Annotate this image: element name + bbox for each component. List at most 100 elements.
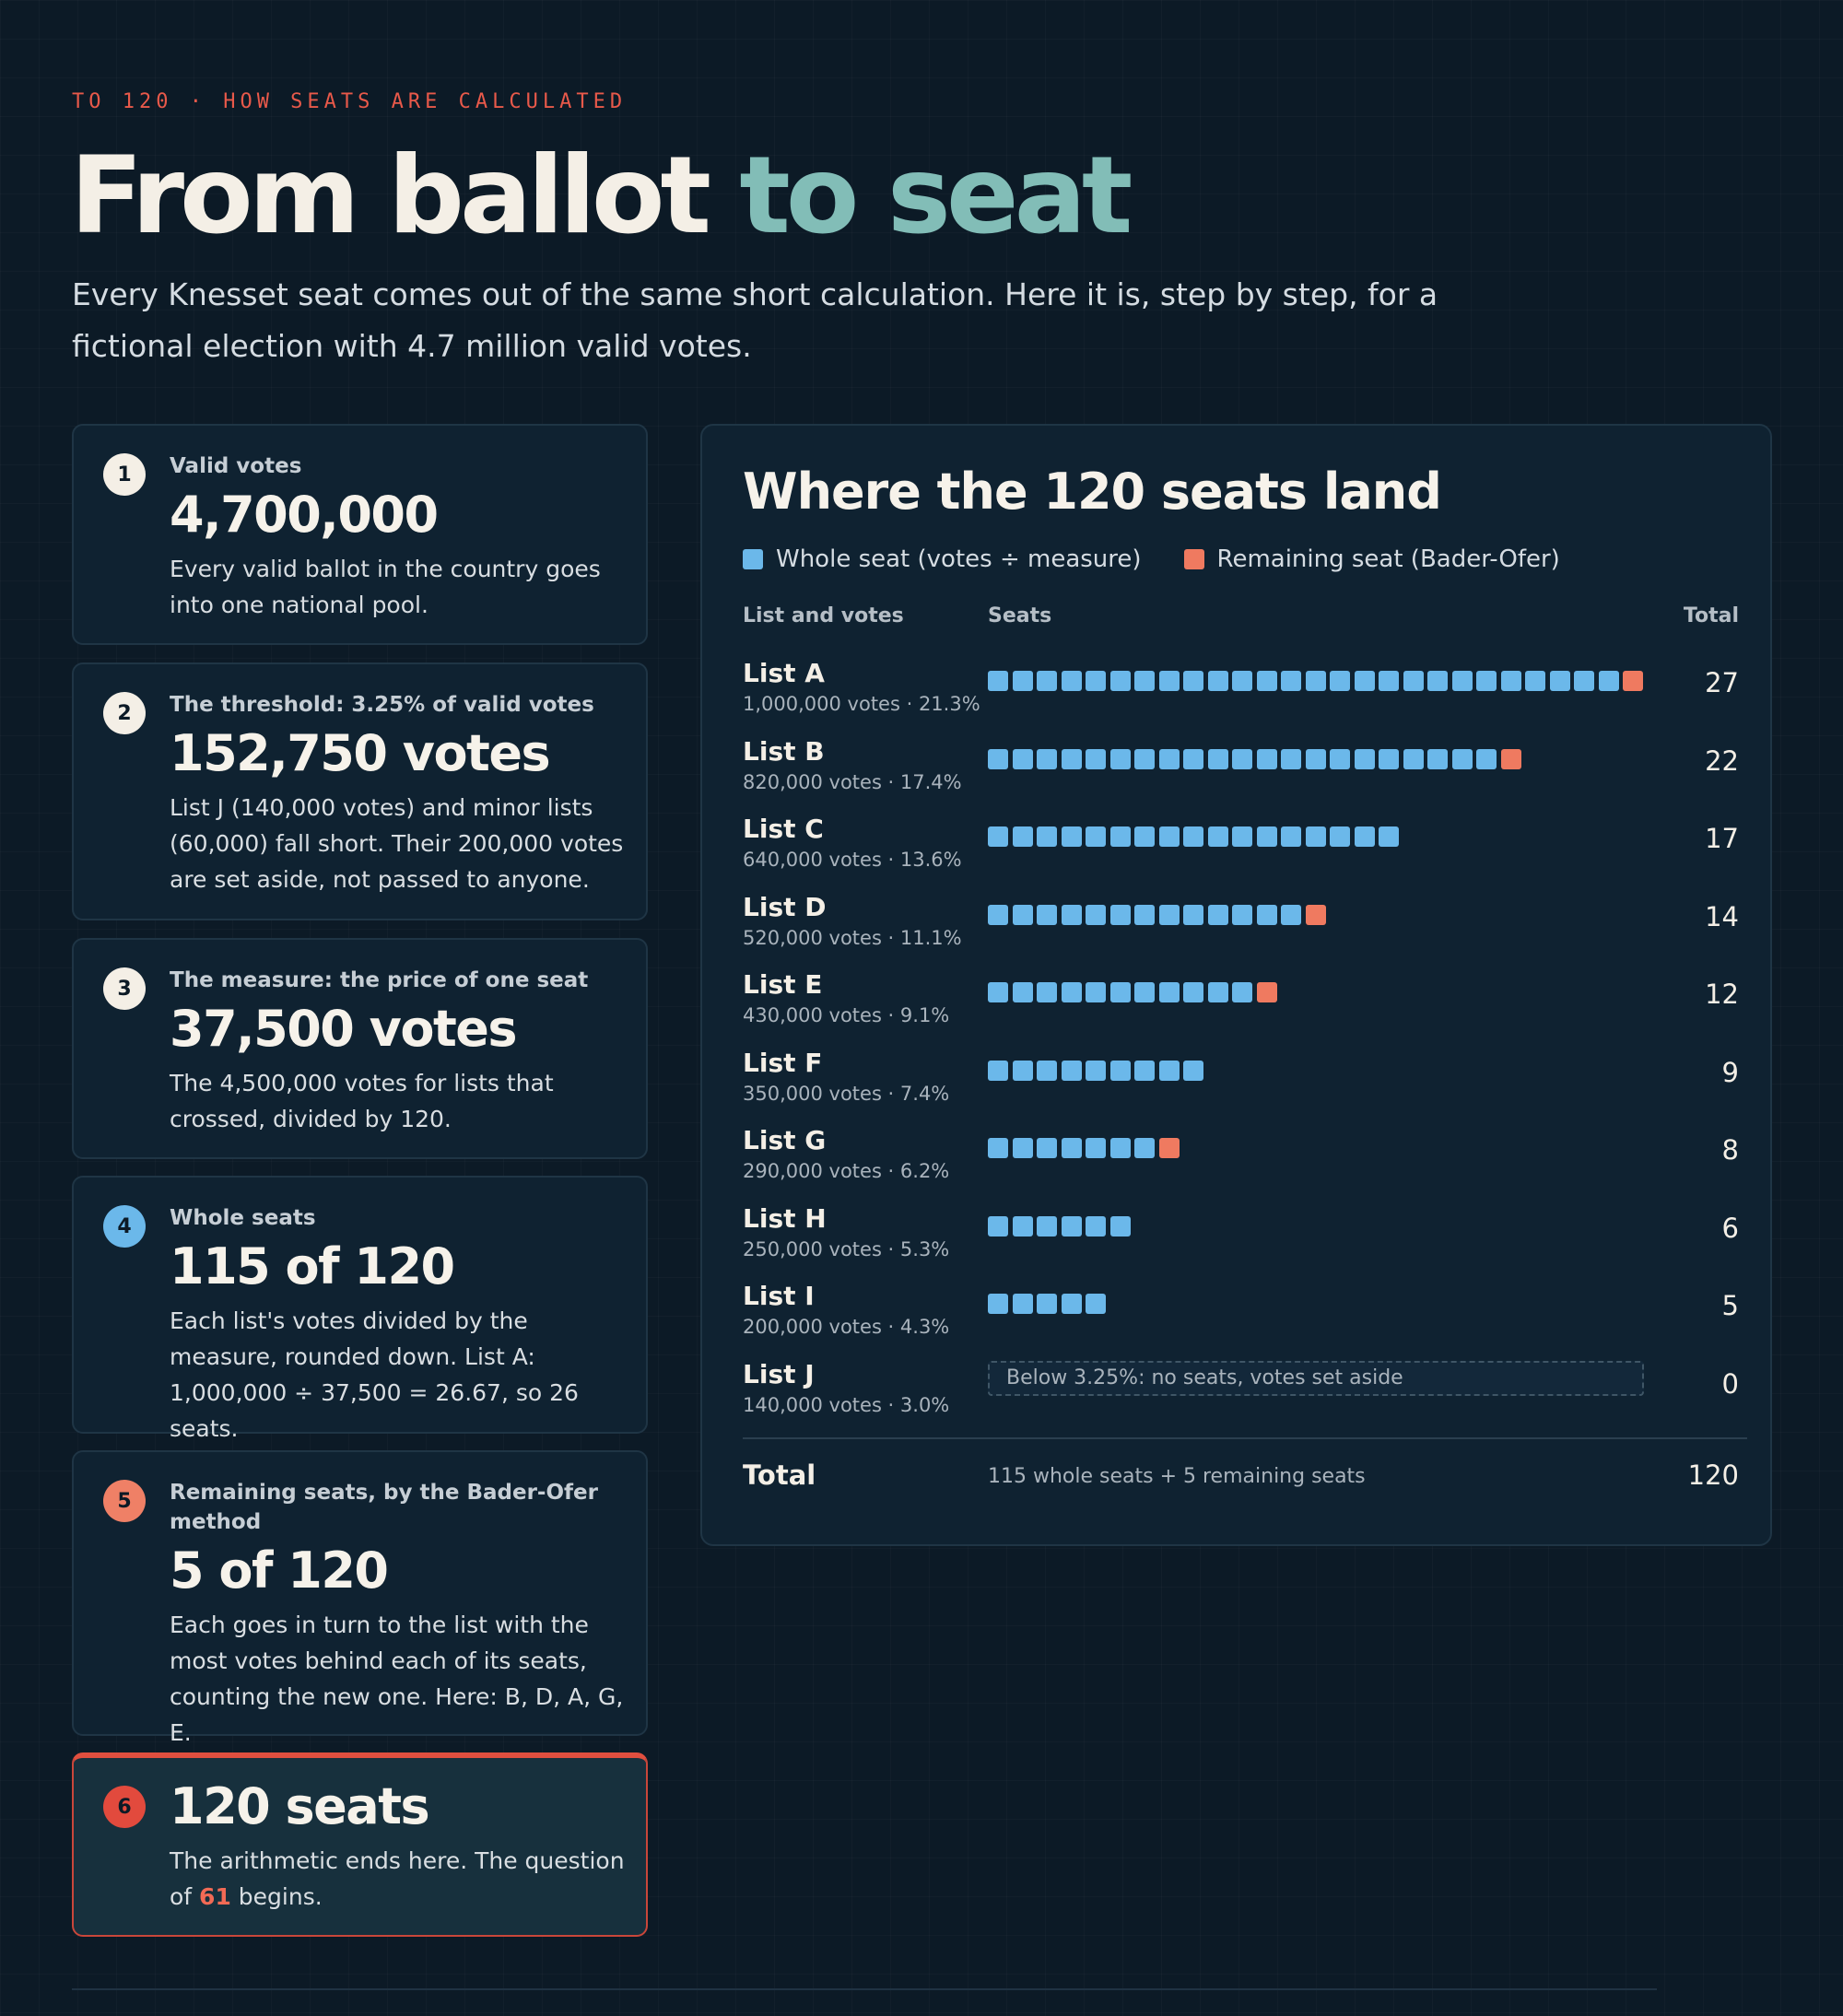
list-name: List E: [743, 969, 823, 1000]
list-total: 8: [1721, 1134, 1739, 1166]
title-main: From ballot: [70, 134, 740, 258]
step-number-6: 6: [103, 1786, 146, 1828]
whole-seat-block: [1061, 904, 1082, 925]
step-value: 120 seats: [170, 1777, 430, 1835]
list-votes: 520,000 votes · 11.1%: [743, 926, 962, 949]
step-value: 4,700,000: [170, 486, 439, 544]
list-name: List H: [743, 1202, 827, 1234]
whole-seat-block: [1134, 1060, 1155, 1081]
seat-chart-panel: Where the 120 seats land Whole seat (vot…: [700, 424, 1772, 1546]
whole-seat-block: [988, 748, 1008, 769]
step-number-5: 5: [103, 1480, 146, 1522]
whole-seat-block: [1330, 671, 1350, 691]
whole-seat-block: [1037, 1294, 1057, 1314]
whole-seat-block: [1061, 671, 1082, 691]
list-name: List A: [743, 658, 825, 688]
seat-blocks: [988, 904, 1651, 925]
whole-seat-block: [1183, 826, 1203, 847]
list-name: List D: [743, 891, 827, 922]
step-label: The threshold: 3.25% of valid votes: [170, 693, 594, 717]
step-card-2: 2 The threshold: 3.25% of valid votes 15…: [72, 662, 648, 920]
whole-seat-block: [1061, 1215, 1082, 1237]
whole-seat-block: [1158, 1060, 1180, 1081]
step-description: The arithmetic ends here. The question o…: [170, 1843, 630, 1915]
whole-seat-block: [1183, 904, 1203, 925]
whole-seat-block: [1134, 671, 1155, 691]
column-header-seats: Seats: [988, 604, 1052, 627]
whole-seat-block: [1232, 826, 1252, 847]
whole-seat-block: [1134, 1138, 1155, 1158]
whole-seat-block: [988, 671, 1008, 691]
seat-blocks: [988, 1138, 1651, 1158]
whole-seat-block: [1183, 748, 1203, 769]
whole-seat-block: [1354, 671, 1375, 691]
chart-row: List F 350,000 votes · 7.4% 9: [702, 1048, 1770, 1125]
chart-row: List J 140,000 votes · 3.0% Below 3.25%: n…: [702, 1359, 1770, 1436]
step-label: Remaining seats, by the Bader-Ofer metho…: [170, 1481, 598, 1534]
whole-seat-block: [1086, 826, 1106, 847]
list-votes: 350,000 votes · 7.4%: [743, 1082, 950, 1105]
list-votes: 430,000 votes · 9.1%: [743, 1004, 950, 1026]
step-value: 37,500 votes: [170, 1000, 518, 1058]
chart-row: List H 250,000 votes · 5.3% 6: [702, 1203, 1770, 1281]
whole-seat-block: [1037, 982, 1057, 1002]
whole-seat-block: [1330, 748, 1350, 769]
chart-row: List G 290,000 votes · 6.2% 8: [702, 1125, 1770, 1202]
whole-seat-block: [1012, 826, 1033, 847]
whole-seat-block: [1086, 1060, 1106, 1081]
whole-seat-block: [1598, 671, 1619, 691]
step-description: Each goes in turn to the list with the m…: [170, 1612, 624, 1746]
whole-seat-block: [1109, 1215, 1131, 1237]
step-value: 115 of 120: [170, 1237, 455, 1295]
whole-seat-block: [1109, 671, 1131, 691]
whole-seat-block: [1012, 671, 1033, 691]
whole-seat-block: [1086, 982, 1106, 1002]
total-label: Total: [743, 1459, 816, 1491]
whole-seat-block: [1232, 671, 1252, 691]
chart-legend: Whole seat (votes ÷ measure) Remaining s…: [743, 545, 1560, 573]
whole-seat-block: [1525, 671, 1545, 691]
remaining-seat-block: [1305, 904, 1326, 925]
whole-seat-block: [1379, 826, 1399, 847]
whole-seat-block: [1354, 826, 1375, 847]
whole-seat-block: [1549, 671, 1570, 691]
whole-seat-block: [1109, 1138, 1131, 1158]
chart-row: List A 1,000,000 votes · 21.3% 27: [702, 658, 1770, 735]
whole-seat-block: [1183, 671, 1203, 691]
whole-seat-block: [1232, 982, 1252, 1002]
step-description: The 4,500,000 votes for lists that cross…: [170, 1070, 554, 1132]
whole-seat-block: [988, 826, 1008, 847]
whole-seat-block: [988, 1060, 1008, 1081]
chart-row: List C 640,000 votes · 13.6% 17: [702, 814, 1770, 891]
step-card-6: 6 120 seats The arithmetic ends here. Th…: [72, 1752, 648, 1937]
whole-seat-block: [1183, 982, 1203, 1002]
whole-seat-block: [1037, 671, 1057, 691]
title-accent: to seat: [739, 134, 1133, 258]
list-name: List G: [743, 1125, 827, 1155]
whole-seat-block: [1207, 826, 1228, 847]
whole-seat-block: [1134, 982, 1155, 1002]
whole-seat-block: [1086, 1215, 1106, 1237]
whole-seat-block: [1109, 1060, 1131, 1081]
step-description: List J (140,000 votes) and minor lists (…: [170, 794, 624, 893]
whole-seat-block: [1109, 904, 1131, 925]
chart-row: List I 200,000 votes · 4.3% 5: [702, 1281, 1770, 1358]
list-votes: 140,000 votes · 3.0%: [743, 1393, 950, 1416]
legend-label-remaining: Remaining seat (Bader-Ofer): [1216, 545, 1560, 573]
whole-seat-block: [1451, 748, 1473, 769]
step-value: 5 of 120: [170, 1541, 389, 1600]
whole-seat-block: [1158, 748, 1180, 769]
whole-seat-block: [1207, 671, 1228, 691]
remaining-seat-block: [1623, 671, 1643, 691]
total-description: 115 whole seats + 5 remaining seats: [988, 1465, 1366, 1488]
whole-seat-block: [1305, 748, 1326, 769]
legend-item-whole: Whole seat (votes ÷ measure): [743, 545, 1142, 573]
below-threshold-note: Below 3.25%: no seats, votes set aside: [988, 1360, 1644, 1396]
step-number-3: 3: [103, 967, 146, 1010]
whole-seat-block: [1158, 982, 1180, 1002]
whole-seat-block: [1330, 826, 1350, 847]
desc-text: The arithmetic ends here. The question o…: [170, 1847, 625, 1910]
whole-seat-block: [1061, 1294, 1082, 1314]
remaining-seat-block: [1500, 748, 1521, 769]
list-name: List C: [743, 814, 824, 844]
